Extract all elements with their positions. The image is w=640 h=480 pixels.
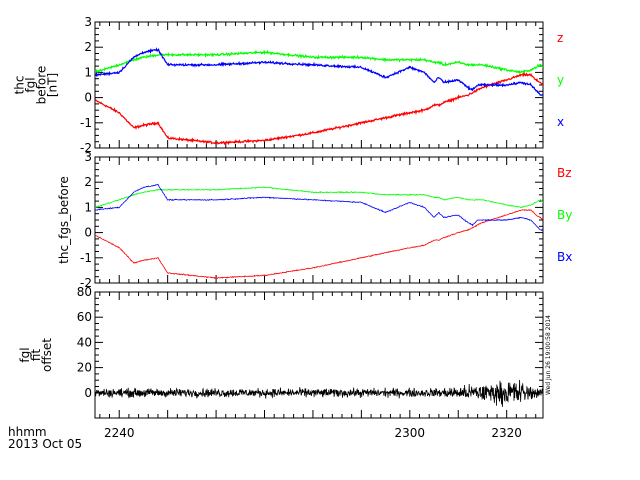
y-tick-label: 3 [84,15,92,29]
panel-fgs-before: -2 -1 0 1 2 3 thc_fgs_before Bz By Bx [57,150,572,290]
y-tick-label: 0 [84,386,92,400]
shared-x-axis: 2240 2300 2320 [104,426,522,440]
series-line-x [95,47,543,97]
y-tick-label: 1 [84,65,92,79]
y-axis-title: thc_fgs_before [57,176,71,264]
y-tick-label: 1 [84,200,92,214]
y-tick-label: 2 [84,40,92,54]
series-line-z [95,71,543,146]
panel-frame [94,291,544,419]
series-line-By [95,186,543,209]
y-tick-label: -2 [80,276,92,290]
y-axis-title: thc [13,76,27,95]
y-axis-title: before [35,66,49,105]
y-tick-label: 60 [77,310,92,324]
y-tick-label: -1 [80,251,92,265]
y-tick-label: 0 [84,226,92,240]
y-tick-label: 80 [77,285,92,299]
footer-date: 2013 Oct 05 [8,437,83,451]
y-tick-label: 2 [84,175,92,189]
legend-z: z [557,31,563,45]
y-tick-label: 20 [77,361,92,375]
y-tick-label: -2 [80,141,92,155]
legend-x: x [557,115,564,129]
y-axis-title: offset [40,338,54,372]
y-axis-title: fgl [18,347,32,362]
series-line-y [95,49,543,75]
x-tick-label: 2300 [395,426,426,440]
x-tick-label: 2240 [104,426,135,440]
legend-Bx: Bx [557,250,572,264]
legend-Bz: Bz [557,166,572,180]
series-line-Bz [95,209,543,280]
y-tick-label: -1 [80,116,92,130]
y-axis-title: fit [29,349,43,362]
y-tick-label: 3 [84,150,92,164]
x-tick-label: 2320 [491,426,522,440]
y-axis-title: [nT] [46,73,60,97]
legend-By: By [557,208,572,222]
series-line-Bx [95,183,543,232]
y-tick-label: 40 [77,335,92,349]
y-tick-label: 0 [84,91,92,105]
legend-y: y [557,73,564,87]
y-axis-title: fgl [24,77,38,92]
series-line-offset [94,379,544,408]
timestamp-stamp: Wed Jun 26 19:00:58 2014 [545,315,552,395]
footer-label: hhmm [8,425,47,439]
